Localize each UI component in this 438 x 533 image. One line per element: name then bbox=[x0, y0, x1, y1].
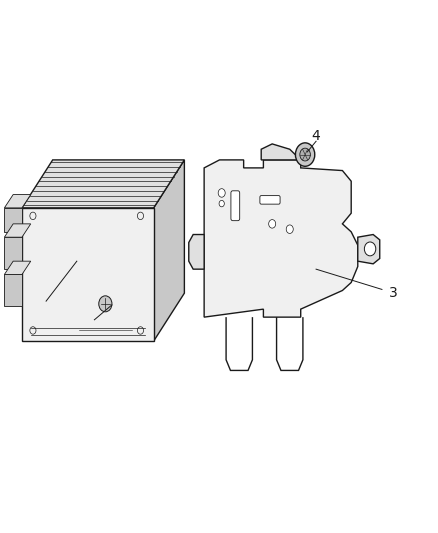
Polygon shape bbox=[4, 224, 31, 237]
Circle shape bbox=[295, 143, 314, 166]
Polygon shape bbox=[22, 208, 153, 341]
Polygon shape bbox=[4, 261, 31, 274]
Polygon shape bbox=[357, 235, 379, 264]
Polygon shape bbox=[4, 208, 22, 232]
Circle shape bbox=[99, 296, 112, 312]
FancyBboxPatch shape bbox=[230, 191, 239, 221]
Text: 1: 1 bbox=[33, 298, 42, 312]
Circle shape bbox=[286, 225, 293, 233]
Polygon shape bbox=[153, 160, 184, 341]
Polygon shape bbox=[204, 160, 357, 317]
Polygon shape bbox=[22, 160, 184, 208]
Circle shape bbox=[364, 242, 375, 256]
Polygon shape bbox=[4, 195, 31, 208]
Circle shape bbox=[219, 200, 224, 207]
Circle shape bbox=[218, 189, 225, 197]
Circle shape bbox=[299, 148, 310, 161]
Text: 3: 3 bbox=[388, 286, 396, 300]
Circle shape bbox=[268, 220, 275, 228]
Polygon shape bbox=[4, 274, 22, 306]
Text: 2: 2 bbox=[79, 317, 88, 331]
Polygon shape bbox=[261, 144, 300, 160]
FancyBboxPatch shape bbox=[259, 196, 279, 204]
Text: 4: 4 bbox=[310, 129, 319, 143]
Polygon shape bbox=[188, 235, 204, 269]
Polygon shape bbox=[4, 237, 22, 269]
